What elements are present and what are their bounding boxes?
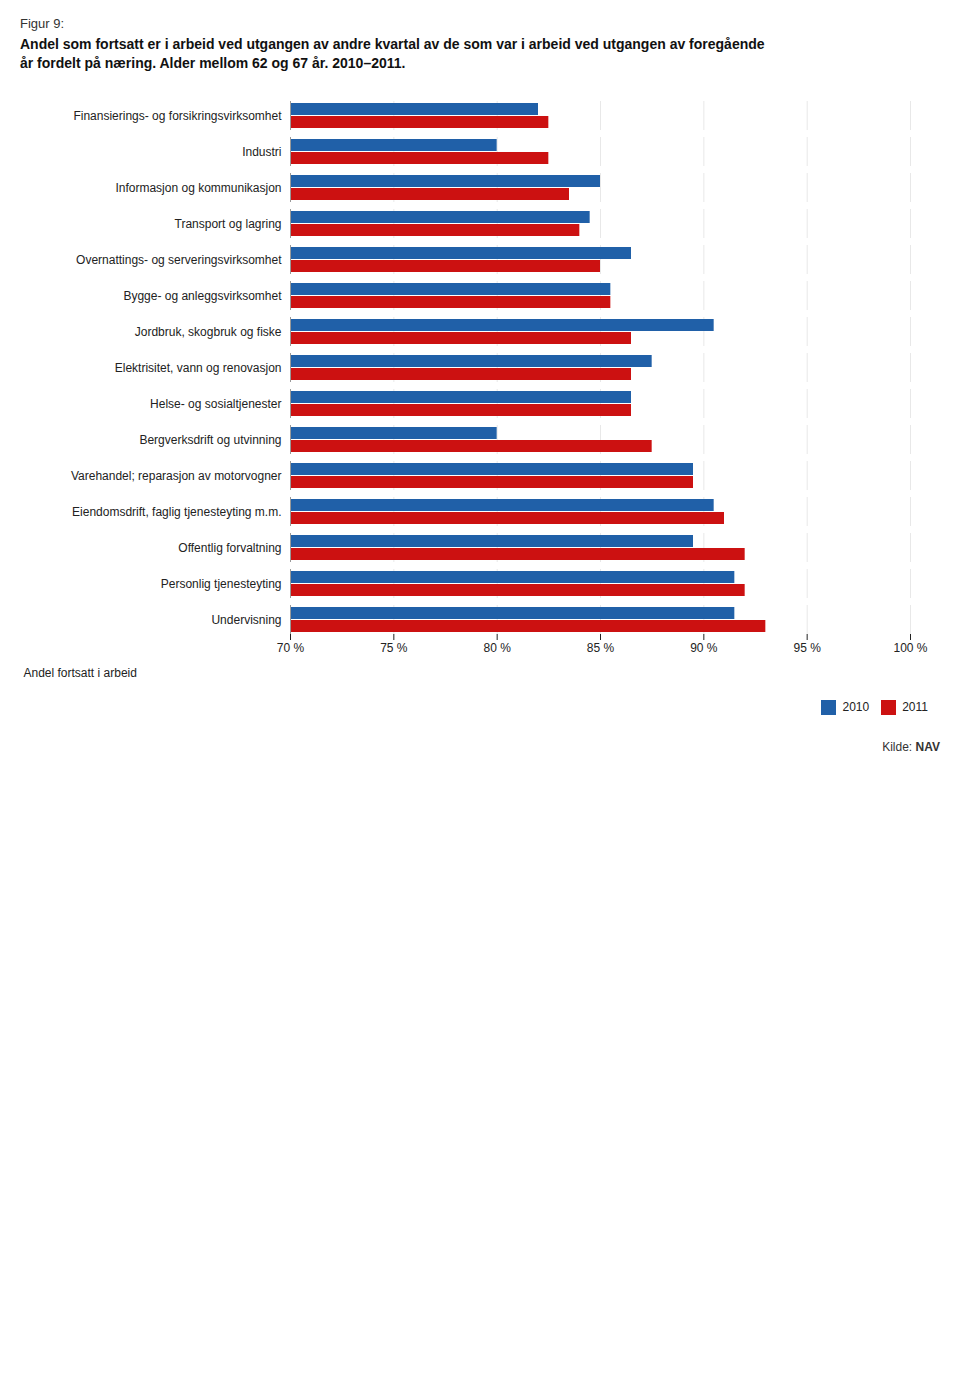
html-text:Figur 9:: Figur 9:	[20, 16, 65, 31]
svg-text:Jordbruk, skogbruk og fiske: Jordbruk, skogbruk og fiske	[135, 325, 282, 339]
svg-text:Undervisning: Undervisning	[211, 613, 281, 627]
svg-text:90 %: 90 %	[690, 641, 718, 655]
svg-text:Offentlig forvaltning: Offentlig forvaltning	[178, 541, 281, 555]
html-text:2010: 2010	[842, 700, 870, 715]
svg-text:Bergverksdrift og utvinning: Bergverksdrift og utvinning	[139, 433, 281, 447]
html-text:Andel som fortsatt er i arbeid: Andel som fortsatt er i arbeid ved utgan…	[20, 36, 765, 71]
svg-text:70 %: 70 %	[277, 641, 305, 655]
svg-text:Varehandel; reparasjon av moto: Varehandel; reparasjon av motorvogner	[71, 469, 282, 483]
html-text:Kilde: NAV: Kilde: NAV	[882, 739, 940, 754]
svg-text:Personlig tjenesteyting: Personlig tjenesteyting	[161, 577, 282, 591]
svg-text:Transport og lagring: Transport og lagring	[175, 217, 282, 231]
svg-text:Informasjon og kommunikasjon: Informasjon og kommunikasjon	[115, 181, 281, 195]
svg-text:100 %: 100 %	[893, 641, 927, 655]
html-text:2011: 2011	[902, 700, 928, 715]
svg-text:Elektrisitet, vann og renovasj: Elektrisitet, vann og renovasjon	[115, 361, 282, 375]
svg-text:Industri: Industri	[242, 145, 281, 159]
svg-text:85 %: 85 %	[587, 641, 615, 655]
svg-text:Finansierings- og forsikringsv: Finansierings- og forsikringsvirksomhet	[73, 109, 282, 123]
svg-text:Helse- og sosialtjenester: Helse- og sosialtjenester	[150, 397, 281, 411]
svg-text:80 %: 80 %	[483, 641, 511, 655]
svg-text:95 %: 95 %	[793, 641, 821, 655]
svg-text:75 %: 75 %	[380, 641, 408, 655]
svg-text:Eiendomsdrift, faglig tjeneste: Eiendomsdrift, faglig tjenesteyting m.m.	[72, 505, 281, 519]
svg-text:Andel fortsatt i arbeid: Andel fortsatt i arbeid	[24, 665, 137, 679]
svg-text:Overnattings- og serveringsvir: Overnattings- og serveringsvirksomhet	[76, 253, 282, 267]
svg-text:Bygge- og anleggsvirksomhet: Bygge- og anleggsvirksomhet	[123, 289, 282, 303]
